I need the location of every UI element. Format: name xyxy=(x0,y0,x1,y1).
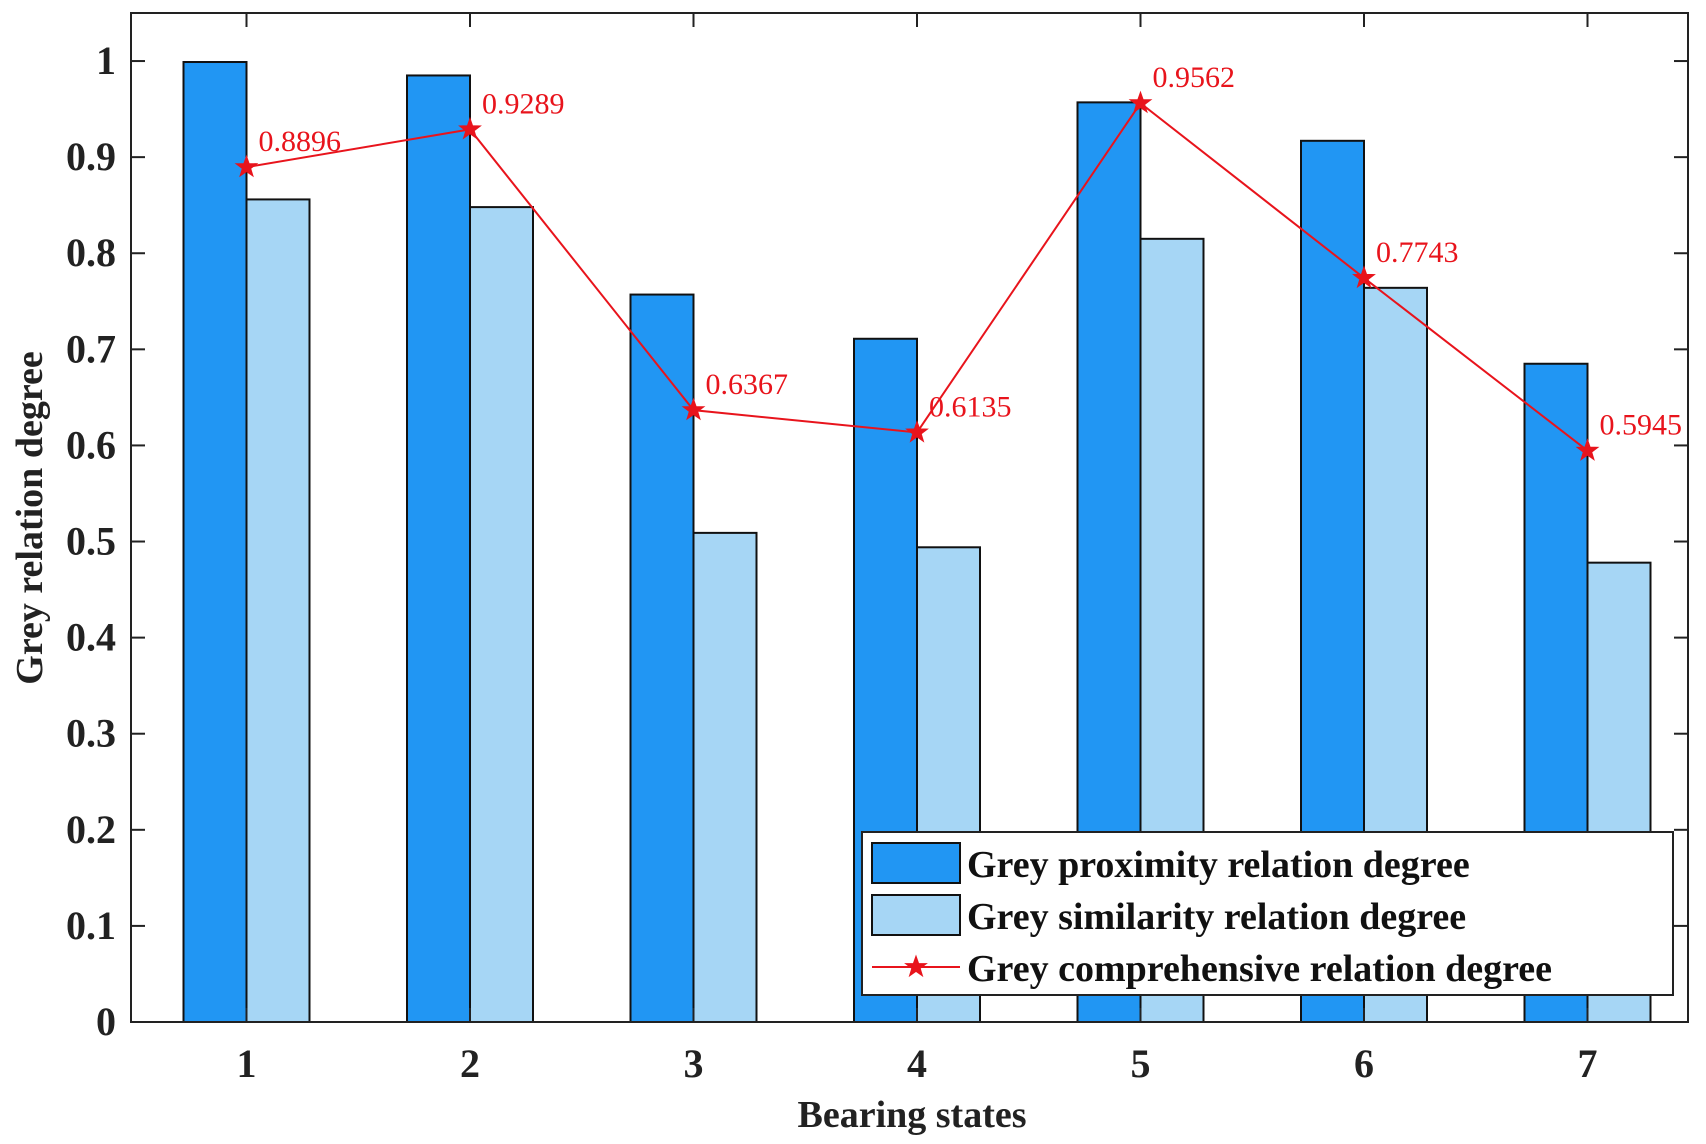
x-tick-label-7: 7 xyxy=(1578,1041,1598,1086)
plot-frame xyxy=(130,12,1689,1023)
legend-box xyxy=(861,831,1674,996)
legend-label-similarity: Grey similarity relation degree xyxy=(967,896,1466,938)
y-tick-label-0.2: 0.2 xyxy=(66,807,116,852)
legend-star-icon xyxy=(904,954,928,978)
y-tick-label-0.9: 0.9 xyxy=(66,134,116,179)
bar-series1-cat3 xyxy=(629,293,695,1024)
bar-series2-cat3 xyxy=(692,531,758,1023)
line-layer: 0.8896 0.9289 0.6367 0.6135 0.9562 0.7743 0.59… xyxy=(234,61,1683,461)
bar-series2-cat2 xyxy=(469,206,534,1024)
y-tick-label-1: 1 xyxy=(96,38,116,83)
star-marker-6 xyxy=(1352,265,1376,289)
star-marker-1 xyxy=(234,154,259,178)
axes-layer xyxy=(130,12,1689,1023)
y-tick-label-0: 0 xyxy=(96,999,116,1044)
y-tick-label-0.7: 0.7 xyxy=(66,326,116,371)
x-tick-label-2: 2 xyxy=(460,1041,480,1086)
star-marker-4 xyxy=(905,419,929,443)
legend-swatch-proximity xyxy=(871,842,961,884)
star-marker-3 xyxy=(681,397,706,421)
bar-series2-cat1 xyxy=(245,198,311,1024)
star-marker-5 xyxy=(1128,90,1153,114)
y-tick-label-0.6: 0.6 xyxy=(66,422,116,467)
legend: Grey proximity relation degree Grey simi… xyxy=(861,831,1674,996)
x-tick-label-6: 6 xyxy=(1354,1041,1374,1086)
y-tick-label-0.3: 0.3 xyxy=(66,711,116,756)
x-tick-label-1: 1 xyxy=(237,1041,257,1086)
bar-series1-cat2 xyxy=(406,74,471,1023)
ticks-layer: 0 0.1 0.2 0.3 0.4 0.5 0.6 0.7 0.8 0.9 1 1 2 3 4 5 6 7 xyxy=(66,13,1688,1086)
legend-label-proximity: Grey proximity relation degree xyxy=(967,844,1470,886)
y-tick-label-0.8: 0.8 xyxy=(66,230,116,275)
x-axis-title: Bearing states xyxy=(797,1094,1026,1136)
data-label-2: 0.9289 xyxy=(482,87,565,120)
data-label-6: 0.7743 xyxy=(1376,236,1459,269)
bar-series1-cat1 xyxy=(182,61,248,1024)
x-tick-label-4: 4 xyxy=(907,1041,927,1086)
y-tick-label-0.5: 0.5 xyxy=(66,519,116,564)
y-tick-label-0.1: 0.1 xyxy=(66,903,116,948)
x-tick-label-5: 5 xyxy=(1131,1041,1151,1086)
data-label-1: 0.8896 xyxy=(259,125,342,158)
data-label-7: 0.5945 xyxy=(1600,409,1683,442)
star-marker-2 xyxy=(458,116,482,140)
data-label-3: 0.6367 xyxy=(706,368,789,401)
legend-star-marker xyxy=(904,954,928,978)
data-label-4: 0.6135 xyxy=(929,390,1012,423)
y-tick-label-0.4: 0.4 xyxy=(66,615,116,660)
y-axis-title: Grey relation degree xyxy=(9,351,51,684)
x-tick-label-3: 3 xyxy=(684,1041,704,1086)
legend-swatch-similarity xyxy=(871,894,961,936)
legend-label-comprehensive: Grey comprehensive relation degree xyxy=(967,948,1552,990)
star-marker-7 xyxy=(1575,438,1600,461)
data-label-5: 0.9562 xyxy=(1153,61,1236,94)
